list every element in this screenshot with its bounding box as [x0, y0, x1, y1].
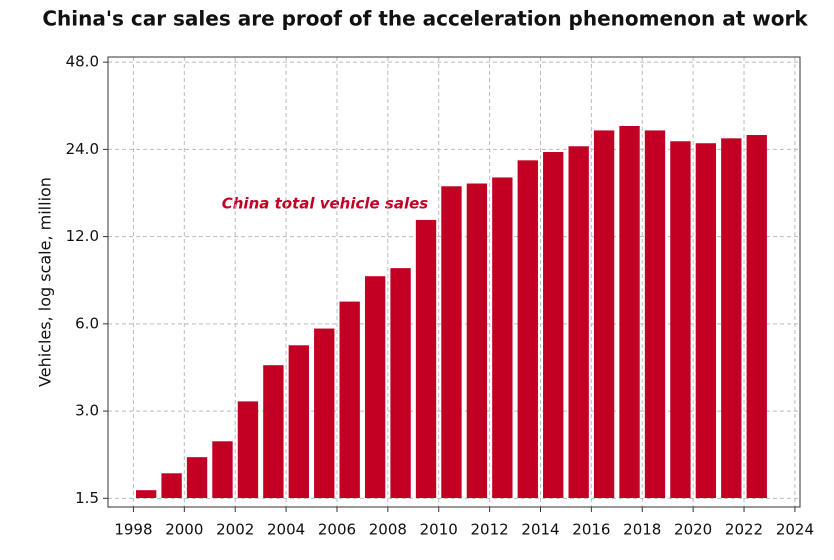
x-tick-label: 2024: [776, 521, 814, 539]
x-tick-label: 2000: [165, 521, 203, 539]
y-tick-label: 3.0: [75, 402, 99, 420]
bar: [695, 143, 717, 498]
annotation: China total vehicle sales: [222, 195, 429, 213]
x-tick-label: 2018: [623, 521, 661, 539]
x-tick-label: 2010: [420, 521, 458, 539]
bar: [135, 490, 157, 498]
y-tick-label: 12.0: [66, 227, 99, 245]
bar: [212, 441, 233, 498]
bar: [441, 186, 462, 498]
bar: [721, 138, 742, 498]
x-tick-label: 2008: [369, 521, 407, 539]
bar: [746, 135, 767, 498]
bar: [543, 152, 564, 498]
x-tick-label: 2006: [318, 521, 356, 539]
bar: [466, 183, 488, 498]
y-axis-label: Vehicles, log scale, million: [36, 177, 55, 387]
bar: [619, 125, 640, 499]
bar: [644, 130, 666, 498]
chart-title: China's car sales are proof of the accel…: [42, 7, 808, 31]
bar: [415, 219, 437, 498]
bar: [263, 365, 284, 498]
y-tick-label: 1.5: [75, 489, 99, 507]
x-tick-label: 1998: [114, 521, 152, 539]
bar: [186, 457, 208, 498]
x-tick-label: 2002: [216, 521, 254, 539]
bar: [364, 276, 386, 498]
bar: [339, 301, 360, 498]
bar: [390, 268, 411, 498]
y-tick-label: 24.0: [66, 140, 99, 158]
bar: [237, 401, 259, 498]
x-tick-label: 2014: [521, 521, 559, 539]
bar: [288, 345, 309, 498]
bar: [492, 177, 513, 499]
y-tick-label: 6.0: [75, 314, 99, 332]
bar: [314, 328, 335, 498]
x-tick-label: 2020: [674, 521, 712, 539]
x-tick-label: 2022: [725, 521, 763, 539]
x-tick-label: 2012: [471, 521, 509, 539]
x-tick-label: 2004: [267, 521, 305, 539]
plot-frame: [107, 56, 801, 508]
bar: [670, 141, 691, 498]
bar: [593, 130, 615, 498]
x-tick-label: 2016: [572, 521, 610, 539]
bar: [568, 146, 589, 498]
y-tick-label: 48.0: [66, 53, 99, 71]
bar: [161, 473, 182, 498]
bar: [517, 160, 538, 499]
